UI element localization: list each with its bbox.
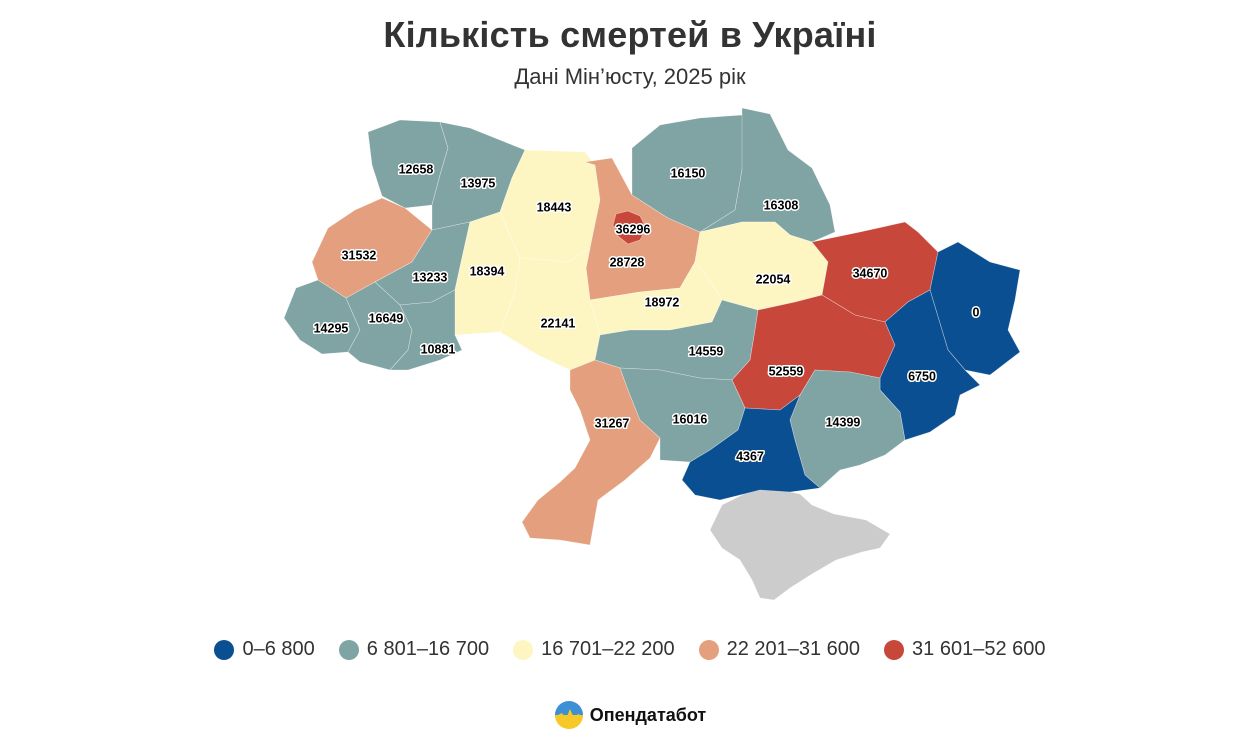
brand-name: Опендатабот — [589, 704, 707, 725]
legend-label: 16 701–22 200 — [541, 638, 675, 660]
region-value-label: 52559 — [769, 364, 804, 378]
map-subtitle: Дані Мін’юсту, 2025 рік — [514, 64, 746, 89]
legend-item: 6 801–16 700 — [338, 638, 490, 661]
legend-item: 31 601–52 600 — [884, 638, 1046, 661]
region-value-label: 16649 — [369, 311, 404, 325]
legend-swatch — [338, 639, 359, 660]
region-value-label: 12658 — [399, 162, 434, 176]
legend-label: 31 601–52 600 — [912, 638, 1046, 660]
region-value-label: 10881 — [421, 342, 456, 356]
region-value-label: 18443 — [537, 200, 572, 214]
region-value-label: 0 — [973, 305, 980, 319]
legend-item: 0–6 800 — [214, 638, 315, 661]
legend-label: 22 201–31 600 — [726, 638, 861, 660]
opendatabot-logo-icon — [554, 701, 583, 729]
region-kyiv-city — [612, 210, 647, 245]
region-value-label: 16016 — [673, 412, 708, 426]
region-value-label: 36296 — [616, 222, 651, 236]
region-value-label: 4367 — [736, 449, 764, 463]
region-value-label: 16308 — [764, 198, 799, 212]
region-value-label: 31532 — [342, 248, 377, 262]
region-chernivtsi — [389, 289, 463, 371]
legend-swatch — [214, 639, 235, 660]
legend-swatch — [884, 639, 905, 660]
map-legend: 0–6 800 6 801–16 700 16 701–22 200 22 20… — [0, 638, 1260, 661]
region-value-label: 14559 — [689, 344, 724, 358]
region-value-label: 16150 — [671, 166, 706, 180]
region-value-label: 13233 — [413, 270, 448, 284]
legend-swatch — [698, 639, 719, 660]
legend-item: 22 201–31 600 — [698, 638, 861, 661]
ukraine-choropleth-map: 12658 13975 18443 36296 16150 16308 3153… — [283, 107, 1021, 601]
region-value-label: 22141 — [541, 316, 576, 330]
region-value-label: 31267 — [595, 416, 630, 430]
brand: Опендатабот — [0, 700, 1260, 730]
region-value-label: 22054 — [756, 272, 791, 286]
region-value-label: 34670 — [853, 266, 888, 280]
region-value-label: 18972 — [645, 295, 680, 309]
region-value-label: 28728 — [610, 255, 645, 269]
region-crimea — [709, 487, 891, 601]
region-value-label: 6750 — [908, 369, 936, 383]
region-value-label: 14399 — [826, 415, 861, 429]
legend-label: 0–6 800 — [242, 638, 315, 660]
map-title: Кількість смертей в Україні — [383, 14, 877, 55]
region-value-label: 18394 — [470, 264, 505, 278]
region-kherson — [681, 394, 821, 501]
legend-swatch — [513, 639, 534, 660]
legend-item: 16 701–22 200 — [513, 638, 675, 661]
region-value-label: 13975 — [461, 176, 496, 190]
region-value-label: 14295 — [314, 321, 349, 335]
legend-label: 6 801–16 700 — [366, 638, 490, 660]
